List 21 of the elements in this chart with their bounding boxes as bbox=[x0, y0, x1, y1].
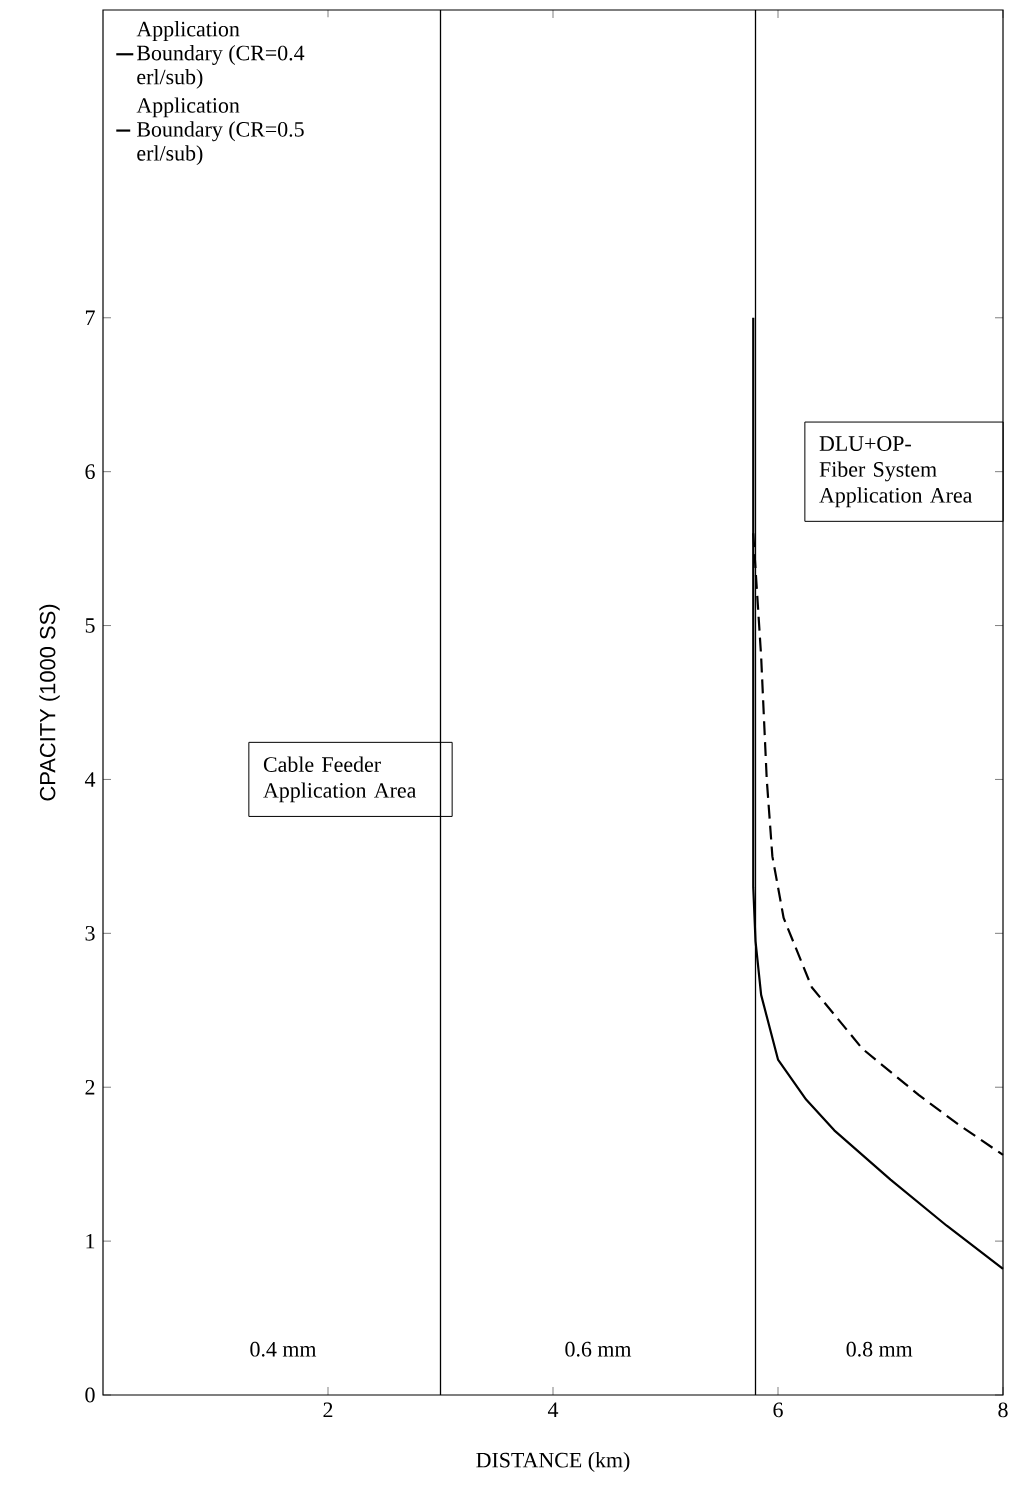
annotation: 0.8 mm bbox=[846, 1341, 913, 1357]
x-tick-label: 6 bbox=[773, 1402, 783, 1418]
y-axis-title: CPACITY (1000 SS) bbox=[39, 604, 60, 801]
y-tick-label: 7 bbox=[85, 310, 95, 325]
annotation: 0.6 mm bbox=[565, 1341, 632, 1357]
y-tick-label: 1 bbox=[86, 1233, 95, 1249]
x-axis-title: DISTANCE (km) bbox=[476, 1452, 630, 1472]
x-tick-label: 2 bbox=[323, 1402, 333, 1418]
y-tick-label: 0 bbox=[85, 1387, 95, 1403]
y-tick-label: 2 bbox=[85, 1079, 95, 1095]
x-tick-label: 8 bbox=[998, 1402, 1008, 1418]
x-tick-label: 4 bbox=[547, 1402, 559, 1417]
legend-label: Application Boundary (CR=0.5 erl/sub) bbox=[136, 97, 304, 166]
annotation: DLU+OP-Fiber System Application Area bbox=[819, 436, 973, 508]
annotation: 0.4 mm bbox=[250, 1341, 317, 1357]
y-tick-label: 5 bbox=[85, 618, 95, 633]
y-tick-label: 3 bbox=[85, 925, 95, 941]
y-tick-label: 6 bbox=[85, 464, 95, 480]
annotation: Cable Feeder Application Area bbox=[263, 756, 417, 803]
y-tick-label: 4 bbox=[84, 772, 96, 787]
legend-label: Application Boundary (CR=0.4 erl/sub) bbox=[136, 21, 305, 89]
